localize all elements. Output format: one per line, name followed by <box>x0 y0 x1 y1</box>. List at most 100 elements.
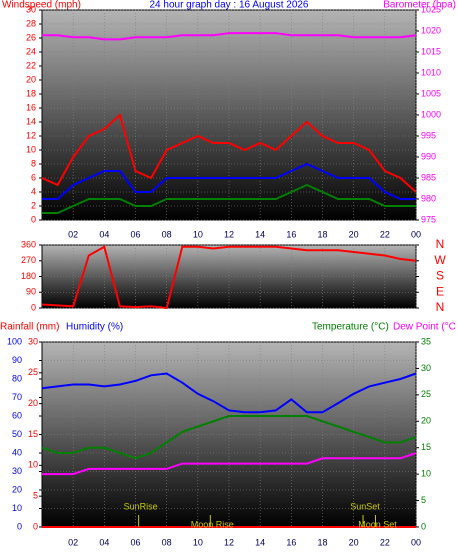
y-tick-label: 995 <box>421 130 436 140</box>
y-tick-label: 1015 <box>421 46 441 56</box>
x-tick-label: 14 <box>255 229 265 239</box>
y-tick-label: 18 <box>26 88 36 98</box>
y-tick-label: 0 <box>421 521 426 531</box>
y-tick-label: 0 <box>31 214 36 224</box>
y-tick-label: 1005 <box>421 88 441 98</box>
y-tick-label: 5 <box>33 491 38 501</box>
x-tick-label: 20 <box>349 537 359 547</box>
axis-label: Barometer (hpa) <box>383 0 456 11</box>
annotation: Moon Rise <box>191 519 234 529</box>
x-tick-label: 18 <box>317 229 327 239</box>
y-tick-label: 20 <box>28 398 38 408</box>
y-tick-label: E <box>436 284 444 298</box>
y-tick-label: 30 <box>12 466 22 476</box>
y-tick-label: N <box>436 237 445 251</box>
y-tick-label: 985 <box>421 172 436 182</box>
y-tick-label: 0 <box>17 521 22 531</box>
y-tick-label: 30 <box>28 336 38 346</box>
series-line <box>41 372 417 414</box>
y-tick-label: 14 <box>26 116 36 126</box>
y-tick-label: 10 <box>421 469 431 479</box>
y-tick-label: 24 <box>26 46 36 56</box>
y-tick-label: W <box>434 253 446 267</box>
x-tick-label: 10 <box>193 537 203 547</box>
y-tick-label: 6 <box>31 172 36 182</box>
y-tick-label: 1010 <box>421 67 441 77</box>
y-tick-label: 35 <box>421 336 431 346</box>
y-tick-label: N <box>436 300 445 314</box>
y-tick-label: 20 <box>12 484 22 494</box>
x-tick-label: 04 <box>99 229 109 239</box>
y-tick-label: 10 <box>28 460 38 470</box>
series-line <box>42 32 417 41</box>
y-tick-label: 15 <box>28 429 38 439</box>
y-tick-label: 60 <box>12 410 22 420</box>
x-tick-label: 20 <box>349 229 359 239</box>
axis-label: Dew Point (°C <box>393 322 456 333</box>
annotation: Moon Set <box>358 519 397 529</box>
y-tick-label: S <box>436 269 444 283</box>
x-tick-label: 04 <box>99 537 109 547</box>
series-line <box>41 415 417 460</box>
y-tick-label: 270 <box>21 255 36 265</box>
series-line <box>42 452 417 476</box>
x-tick-label: 08 <box>162 537 172 547</box>
axis-label: Temperature (°C) <box>312 322 389 333</box>
y-tick-label: 5 <box>421 495 426 505</box>
x-tick-label: 18 <box>317 537 327 547</box>
y-tick-label: 1020 <box>421 25 441 35</box>
y-tick-label: 980 <box>421 193 436 203</box>
y-tick-label: 360 <box>21 239 36 249</box>
x-tick-label: 12 <box>224 229 234 239</box>
y-tick-label: 2 <box>31 200 36 210</box>
series-line <box>41 113 417 193</box>
x-tick-label: 02 <box>68 537 78 547</box>
y-tick-label: 975 <box>421 214 436 224</box>
y-tick-label: 20 <box>421 416 431 426</box>
y-tick-label: 10 <box>12 503 22 513</box>
y-tick-label: 25 <box>28 367 38 377</box>
y-tick-label: 0 <box>31 302 36 312</box>
x-tick-label: 12 <box>224 537 234 547</box>
y-tick-label: 4 <box>31 186 36 196</box>
x-tick-label: 16 <box>286 537 296 547</box>
y-tick-label: 1025 <box>421 4 441 14</box>
x-tick-label: 00 <box>411 537 421 547</box>
x-tick-label: 14 <box>255 537 265 547</box>
y-tick-label: 0 <box>33 521 38 531</box>
y-tick-label: 90 <box>26 287 36 297</box>
chart-title: 24 hour graph day : 16 August 2026 <box>149 0 308 11</box>
y-tick-label: 22 <box>26 60 36 70</box>
y-tick-label: 25 <box>421 389 431 399</box>
series-line <box>41 245 417 310</box>
annotation: SunSet <box>350 501 380 511</box>
y-tick-label: 10 <box>26 144 36 154</box>
x-tick-label: 22 <box>380 229 390 239</box>
y-tick-label: 8 <box>31 158 36 168</box>
axis-label: Humidity (%) <box>66 322 123 333</box>
y-tick-label: 15 <box>421 442 431 452</box>
series-line <box>42 183 416 214</box>
x-tick-label: 10 <box>193 229 203 239</box>
x-tick-label: 22 <box>380 537 390 547</box>
y-tick-label: 12 <box>26 130 36 140</box>
y-tick-label: 100 <box>7 336 22 346</box>
y-tick-label: 20 <box>26 74 36 84</box>
y-tick-label: 16 <box>26 102 36 112</box>
y-tick-label: 26 <box>26 32 36 42</box>
y-tick-label: 1000 <box>421 109 441 119</box>
x-tick-label: 06 <box>130 537 140 547</box>
axis-label: Rainfall (mm) <box>0 322 59 333</box>
x-tick-label: 06 <box>130 229 140 239</box>
y-tick-label: 28 <box>26 18 36 28</box>
y-tick-label: 30 <box>26 4 36 14</box>
y-tick-label: 50 <box>12 429 22 439</box>
y-tick-label: 180 <box>21 271 36 281</box>
x-tick-label: 08 <box>162 229 172 239</box>
series-line <box>42 162 416 200</box>
y-tick-label: 70 <box>12 392 22 402</box>
y-tick-label: 40 <box>12 447 22 457</box>
axis-label: Windspeed (mph) <box>2 0 81 11</box>
